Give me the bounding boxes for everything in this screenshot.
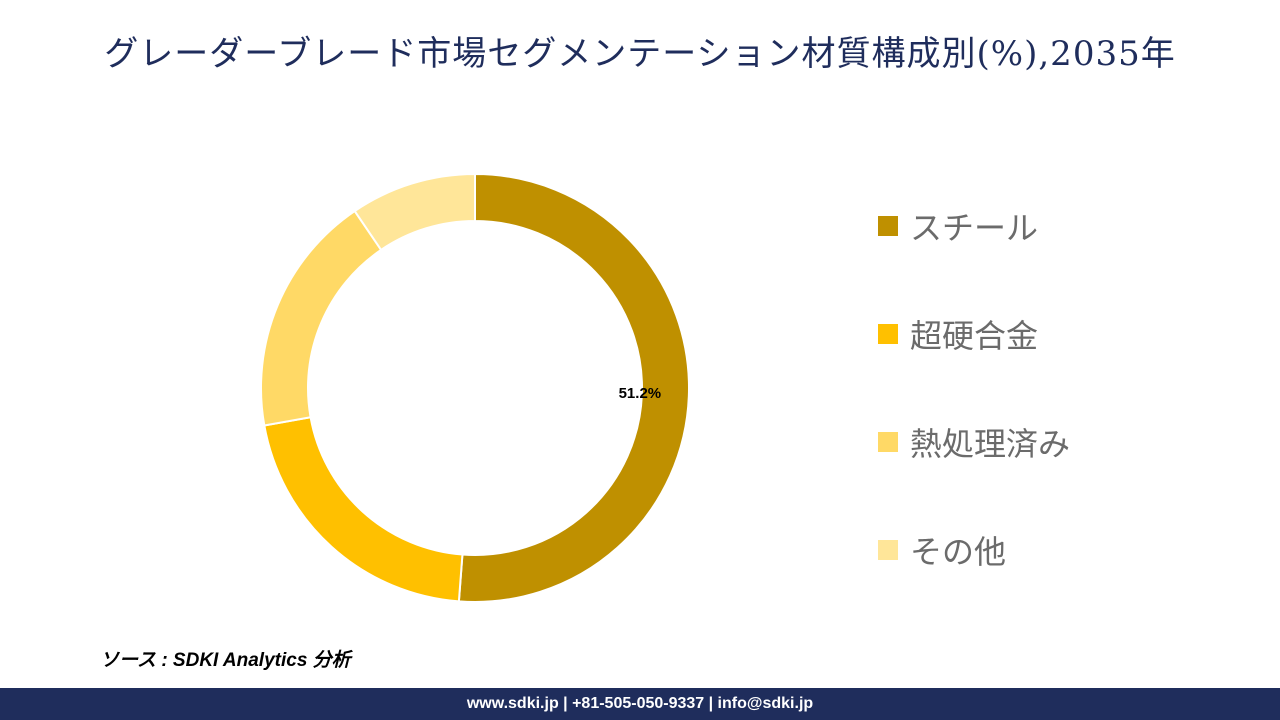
legend-swatch-3: [878, 432, 898, 452]
legend-swatch-1: [878, 216, 898, 236]
chart-title: グレーダーブレード市場セグメンテーション材質構成別(%),2035年: [104, 34, 1176, 74]
legend-item-1: スチール: [878, 198, 1038, 254]
footer-contact: www.sdki.jp | +81-505-050-9337 | info@sd…: [0, 688, 1280, 720]
legend-item-4: その他: [878, 522, 1006, 578]
legend-label-1: スチール: [910, 209, 1039, 247]
legend-label-2: 超硬合金: [910, 317, 1039, 355]
donut-chart: 51.2%: [260, 172, 690, 603]
donut-slice-4: [353, 172, 476, 252]
donut-slice-1: [457, 172, 690, 603]
donut-slice-3: [260, 209, 383, 427]
source-note: ソース : SDKI Analytics 分析: [100, 650, 351, 671]
donut-slice-2: [263, 416, 464, 603]
legend-item-3: 熱処理済み: [878, 414, 1070, 470]
legend-swatch-4: [878, 540, 898, 560]
legend-label-3: 熱処理済み: [910, 425, 1071, 463]
legend-label-4: その他: [910, 533, 1007, 571]
legend-swatch-2: [878, 324, 898, 344]
data-label-1: 51.2%: [619, 385, 662, 402]
legend-item-2: 超硬合金: [878, 306, 1038, 362]
